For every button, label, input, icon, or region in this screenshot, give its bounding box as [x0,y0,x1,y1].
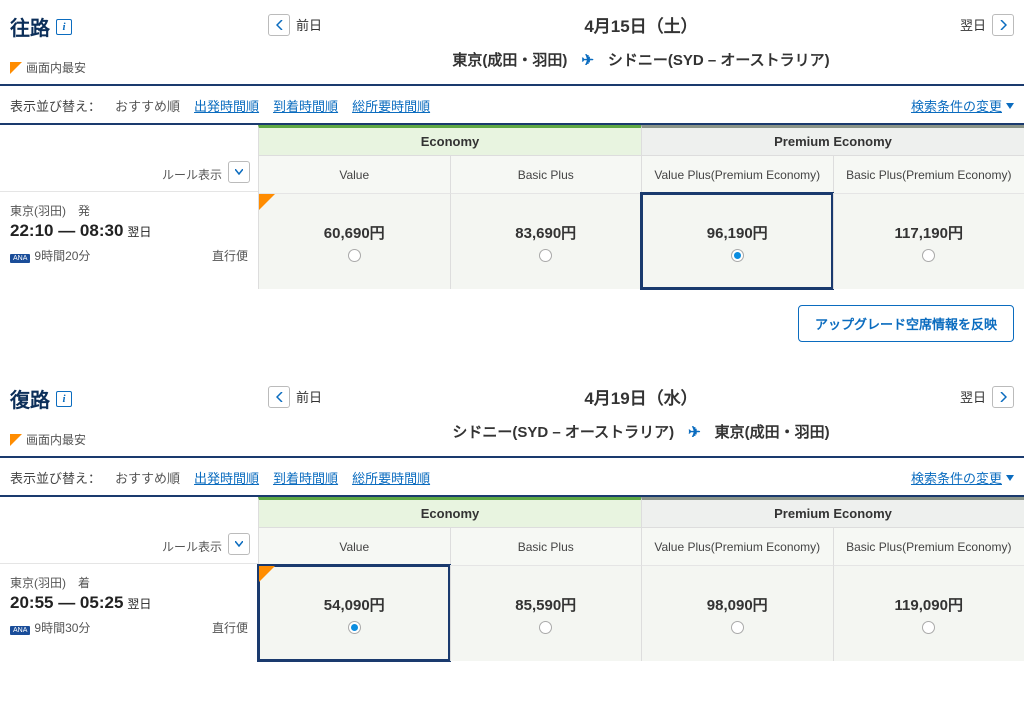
outbound-title: 往路 [10,12,50,41]
fare-sub-basicplus: Basic Plus [450,155,642,193]
fare-radio[interactable] [539,249,552,262]
fare-sub-valueplus: Value Plus(Premium Economy) [641,527,833,565]
outbound-section: 往路 i 画面内最安 前日 4月15日（土） 翌日 東京( [0,0,1024,86]
info-icon[interactable]: i [56,19,72,35]
sort-departure[interactable]: 出発時間順 [194,468,259,487]
fare-radio[interactable] [731,249,744,262]
inbound-fare-grid: ルール表示 東京(羽田) 着 20:55 — 05:25翌日 ANA9時間30分… [0,497,1024,661]
fare-cell[interactable]: 96,190円 [641,193,833,289]
fare-sub-basicplusprem: Basic Plus(Premium Economy) [833,155,1024,193]
chevron-left-icon[interactable] [268,14,290,36]
inbound-flight-cell: 東京(羽田) 着 20:55 — 05:25翌日 ANA9時間30分 直行便 [0,563,258,659]
outbound-sort-bar: 表示並び替え： おすすめ順 出発時間順 到着時間順 総所要時間順 検索条件の変更 [0,86,1024,125]
economy-header: Economy [258,125,641,155]
rule-dropdown[interactable] [228,533,250,555]
sort-arrival[interactable]: 到着時間順 [273,468,338,487]
fare-cell[interactable]: 119,090円 [833,565,1024,661]
sort-departure[interactable]: 出発時間順 [194,96,259,115]
cheapest-flag-icon [10,62,22,74]
fare-sub-value: Value [258,155,450,193]
chevron-left-icon[interactable] [268,386,290,408]
fare-cell[interactable]: 98,090円 [641,565,833,661]
chevron-right-icon[interactable] [992,386,1014,408]
sort-arrival[interactable]: 到着時間順 [273,96,338,115]
change-conditions-link[interactable]: 検索条件の変更 [911,468,1014,487]
inbound-route: シドニー(SYD – オーストラリア) ✈ 東京(成田・羽田) [268,421,1014,442]
fare-cell[interactable]: 83,690円 [450,193,642,289]
next-day-button[interactable]: 翌日 [960,14,1014,36]
outbound-fare-grid: ルール表示 東京(羽田) 発 22:10 — 08:30翌日 ANA9時間20分… [0,125,1024,289]
cheapest-legend: 画面内最安 [10,431,248,448]
airline-badge: ANA [10,626,30,635]
fare-sub-basicplus: Basic Plus [450,527,642,565]
chevron-down-icon [1006,103,1014,109]
inbound-date: 4月19日（水） [584,384,697,409]
change-conditions-link[interactable]: 検索条件の変更 [911,96,1014,115]
rule-label: ルール表示 [162,538,222,555]
fare-radio[interactable] [922,621,935,634]
rule-label: ルール表示 [162,166,222,183]
plane-icon: ✈ [688,423,701,441]
fare-sub-basicplusprem: Basic Plus(Premium Economy) [833,527,1024,565]
outbound-date: 4月15日（土） [584,12,697,37]
cheapest-legend: 画面内最安 [10,59,248,76]
sort-duration[interactable]: 総所要時間順 [352,468,430,487]
fare-sub-value: Value [258,527,450,565]
inbound-section: 復路 i 画面内最安 前日 4月19日（水） 翌日 シドニ [0,372,1024,458]
fare-radio[interactable] [348,249,361,262]
fare-radio[interactable] [922,249,935,262]
outbound-flight-cell: 東京(羽田) 発 22:10 — 08:30翌日 ANA9時間20分 直行便 [0,191,258,287]
info-icon[interactable]: i [56,391,72,407]
cheapest-flag-icon [10,434,22,446]
rule-dropdown[interactable] [228,161,250,183]
inbound-title: 復路 [10,384,50,413]
fare-cell[interactable]: 54,090円 [258,565,450,661]
economy-header: Economy [258,497,641,527]
upgrade-seats-button[interactable]: アップグレード空席情報を反映 [798,305,1014,342]
prev-day-button[interactable]: 前日 [268,14,322,36]
premium-header: Premium Economy [641,497,1024,527]
fare-cell[interactable]: 117,190円 [833,193,1024,289]
next-day-button[interactable]: 翌日 [960,386,1014,408]
sort-duration[interactable]: 総所要時間順 [352,96,430,115]
premium-header: Premium Economy [641,125,1024,155]
prev-day-button[interactable]: 前日 [268,386,322,408]
inbound-sort-bar: 表示並び替え： おすすめ順 出発時間順 到着時間順 総所要時間順 検索条件の変更 [0,458,1024,497]
fare-cell[interactable]: 85,590円 [450,565,642,661]
sort-recommended[interactable]: おすすめ順 [115,96,180,115]
fare-cell[interactable]: 60,690円 [258,193,450,289]
chevron-right-icon[interactable] [992,14,1014,36]
sort-recommended[interactable]: おすすめ順 [115,468,180,487]
plane-icon: ✈ [581,51,594,69]
chevron-down-icon [1006,475,1014,481]
fare-sub-valueplus: Value Plus(Premium Economy) [641,155,833,193]
airline-badge: ANA [10,254,30,263]
fare-radio[interactable] [731,621,744,634]
fare-radio[interactable] [539,621,552,634]
outbound-route: 東京(成田・羽田) ✈ シドニー(SYD – オーストラリア) [268,49,1014,70]
fare-radio[interactable] [348,621,361,634]
